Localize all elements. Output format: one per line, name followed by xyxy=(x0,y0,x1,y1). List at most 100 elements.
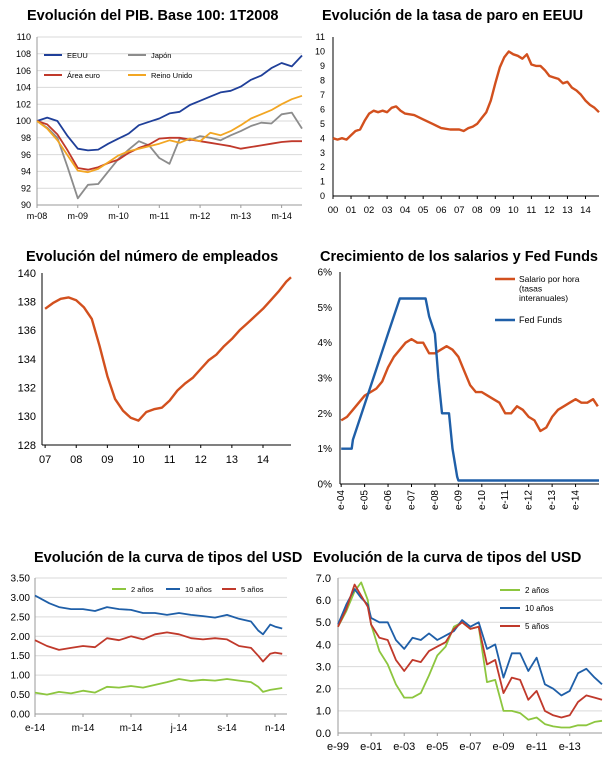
x-tick-label: 11 xyxy=(164,454,175,466)
series-line xyxy=(337,583,603,719)
series-line xyxy=(36,120,302,171)
x-tick-label: e-11 xyxy=(500,490,511,510)
x-tick-label: m-10 xyxy=(108,211,129,221)
y-tick-label: 104 xyxy=(16,83,31,93)
series-line xyxy=(34,678,283,696)
x-tick-label: 09 xyxy=(101,454,113,466)
y-tick-label: 4% xyxy=(318,338,333,349)
series-line xyxy=(36,54,303,152)
x-tick-label: 12 xyxy=(195,454,207,466)
legend-label: 5 años xyxy=(241,585,264,594)
y-tick-label: 1.00 xyxy=(11,671,31,682)
y-tick-label: 1% xyxy=(318,444,333,455)
y-tick-label: 5% xyxy=(318,303,333,314)
y-tick-label: 0.50 xyxy=(11,690,31,701)
y-tick-label: 1.50 xyxy=(11,651,31,662)
x-tick-label: s-14 xyxy=(217,723,237,734)
x-tick-label: 09 xyxy=(490,205,501,216)
series-line xyxy=(332,50,600,141)
x-tick-label: 14 xyxy=(580,205,591,216)
x-tick-label: 00 xyxy=(328,205,339,216)
x-tick-label: e-03 xyxy=(393,741,415,753)
x-tick-label: e-09 xyxy=(493,741,515,753)
x-tick-label: 04 xyxy=(400,205,411,216)
x-tick-label: 13 xyxy=(226,454,238,466)
y-tick-label: 136 xyxy=(18,325,36,337)
x-tick-label: m-14 xyxy=(120,723,143,734)
y-tick-label: 8 xyxy=(320,76,325,86)
chart-1: 90 92 94 96 98 100 102 104 106 108 110 m-08 m-09 m-10… xyxy=(16,32,303,221)
y-tick-label: 10 xyxy=(315,47,325,57)
x-tick-label: 12 xyxy=(544,205,555,216)
x-tick-label: m-12 xyxy=(190,211,211,221)
x-tick-label: e-14 xyxy=(571,490,582,510)
y-tick-label: 2.00 xyxy=(11,632,31,643)
y-tick-label: 2 xyxy=(320,162,325,172)
y-tick-label: 132 xyxy=(18,383,36,395)
y-tick-label: 94 xyxy=(21,167,31,177)
y-tick-label: 134 xyxy=(18,354,36,366)
x-tick-label: 11 xyxy=(526,205,536,216)
legend-label: 5 años xyxy=(525,622,549,631)
x-tick-label: e-05 xyxy=(426,741,448,753)
legend-label: 10 años xyxy=(525,604,553,613)
y-tick-label: 3% xyxy=(318,374,333,385)
x-tick-label: e-08 xyxy=(430,490,441,510)
y-tick-label: 0.00 xyxy=(11,710,31,721)
x-tick-label: 07 xyxy=(454,205,465,216)
legend-label: Japón xyxy=(151,51,171,60)
series-line xyxy=(341,297,599,482)
legend-label: EEUU xyxy=(67,51,88,60)
x-tick-label: m-13 xyxy=(231,211,252,221)
y-tick-label: 128 xyxy=(18,440,36,452)
y-tick-label: 7 xyxy=(320,90,325,100)
y-tick-label: 98 xyxy=(21,133,31,143)
legend-curva-2014: 2 años 10 años 5 años xyxy=(112,585,264,594)
x-tick-label: e-12 xyxy=(524,490,535,510)
x-tick-label: e-10 xyxy=(477,490,488,510)
legend-label: 2 años xyxy=(131,585,154,594)
series-line xyxy=(36,94,303,174)
y-tick-label: 1 xyxy=(320,177,325,187)
x-tick-label: e-04 xyxy=(336,490,347,510)
y-tick-label: 5 xyxy=(320,119,325,129)
y-tick-label: 4 xyxy=(320,133,325,143)
legend-label: interanuales) xyxy=(519,293,568,303)
x-tick-label: e-07 xyxy=(459,741,481,753)
series-line xyxy=(36,111,303,200)
x-tick-label: e-06 xyxy=(383,490,394,510)
x-tick-label: e-11 xyxy=(526,741,547,753)
y-tick-label: 140 xyxy=(18,268,36,280)
chart-title: Evolución de la curva de tipos del USD xyxy=(313,550,582,566)
x-tick-label: 10 xyxy=(132,454,144,466)
legend-label: Área euro xyxy=(67,71,100,80)
chart-title: Evolución de la curva de tipos del USD xyxy=(34,550,303,566)
y-tick-label: 4.0 xyxy=(316,639,331,651)
x-tick-label: m-09 xyxy=(68,211,89,221)
y-tick-label: 108 xyxy=(16,49,31,59)
y-tick-label: 2.50 xyxy=(11,612,31,623)
y-tick-label: 100 xyxy=(16,116,31,126)
legend-pib: EEUU Japón Área euro Reino Unido xyxy=(44,51,192,80)
chart-title: Evolución del PIB. Base 100: 1T2008 xyxy=(27,8,279,24)
x-tick-label: m-14 xyxy=(271,211,292,221)
x-tick-label: 01 xyxy=(346,205,357,216)
y-tick-label: 3.50 xyxy=(11,574,31,585)
y-tick-label: 0% xyxy=(318,480,333,491)
chart-3: 128 130 132 134 136 138 140 07 08 09 10 11 12 13 14 xyxy=(18,268,292,466)
x-tick-label: m-08 xyxy=(27,211,48,221)
chart-5: 0.00 0.50 1.00 1.50 2.00 2.50 3.00 3.50 e-14 m-14… xyxy=(11,574,287,734)
x-tick-label: e-01 xyxy=(360,741,382,753)
y-tick-label: 106 xyxy=(16,66,31,76)
x-tick-label: 13 xyxy=(562,205,573,216)
x-tick-label: e-09 xyxy=(453,490,464,510)
y-tick-label: 96 xyxy=(21,150,31,160)
legend-label: Reino Unido xyxy=(151,71,192,80)
y-tick-label: 2% xyxy=(318,409,333,420)
legend-label: (tasas xyxy=(519,284,542,294)
y-tick-label: 7.0 xyxy=(316,573,331,585)
legend-label: 2 años xyxy=(525,586,549,595)
x-tick-label: 03 xyxy=(382,205,393,216)
y-tick-label: 92 xyxy=(21,183,31,193)
legend-curva-historica: 2 años 10 años 5 años xyxy=(500,586,553,631)
